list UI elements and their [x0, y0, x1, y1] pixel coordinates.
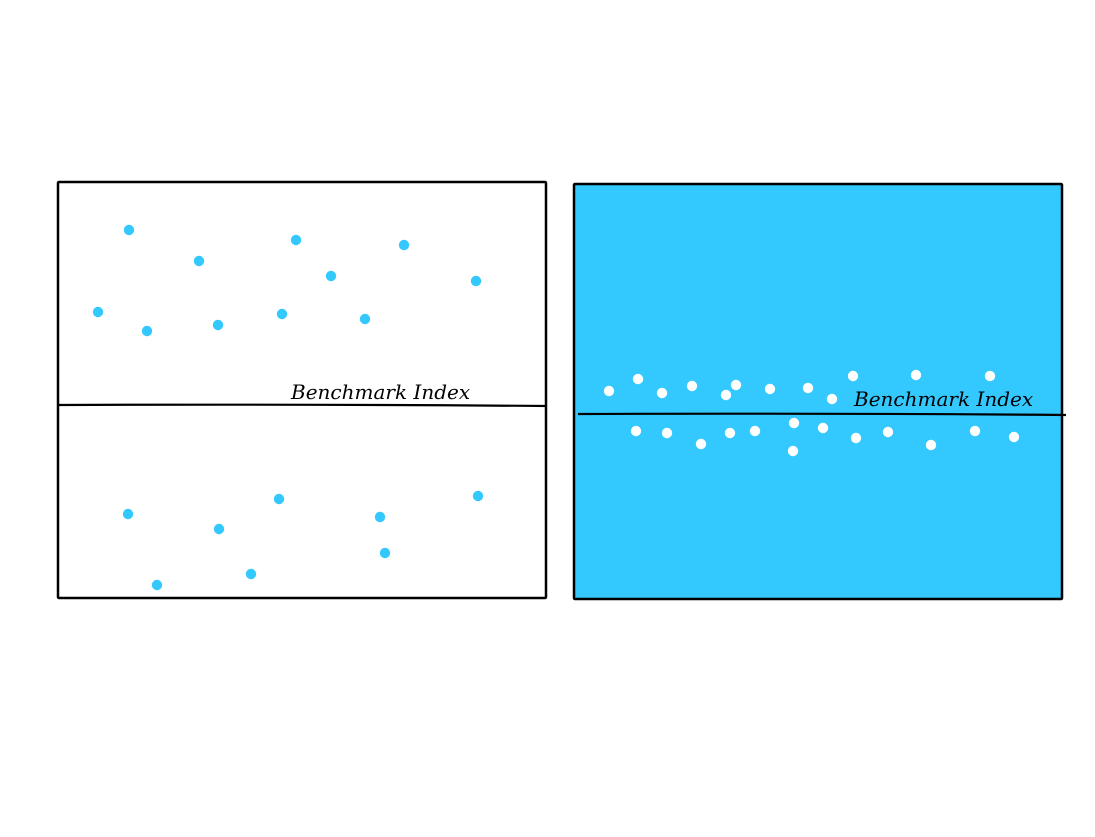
right-dot-4 [686, 380, 698, 392]
left-benchmark-label: Benchmark Index [290, 380, 470, 404]
right-dot-18 [788, 417, 800, 429]
left-dot-16 [472, 490, 484, 502]
right-dot-25 [1008, 431, 1020, 443]
right-dot-23 [925, 439, 937, 451]
left-dot-6 [470, 275, 482, 287]
right-dot-7 [764, 383, 776, 395]
right-dot-15 [695, 438, 707, 450]
right-dots [603, 369, 1020, 457]
left-dot-4 [398, 239, 410, 251]
left-dot-7 [92, 306, 104, 318]
right-dot-13 [630, 425, 642, 437]
right-dot-20 [787, 445, 799, 457]
right-benchmark-line [577, 412, 1067, 417]
right-dot-22 [882, 426, 894, 438]
right-dot-1 [603, 385, 615, 397]
left-dot-18 [245, 568, 257, 580]
left-dot-15 [374, 511, 386, 523]
left-dot-19 [151, 579, 163, 591]
left-panel-frame [56, 180, 548, 600]
left-dot-8 [141, 325, 153, 337]
right-dot-12 [984, 370, 996, 382]
left-dot-1 [123, 224, 135, 236]
right-dot-9 [826, 393, 838, 405]
left-dot-11 [359, 313, 371, 325]
right-dot-16 [724, 427, 736, 439]
left-dots [92, 224, 484, 591]
right-benchmark-label: Benchmark Index [853, 387, 1033, 411]
left-dot-9 [212, 319, 224, 331]
left-dot-13 [213, 523, 225, 535]
right-dot-19 [817, 422, 829, 434]
left-dot-5 [325, 270, 337, 282]
right-dot-10 [847, 370, 859, 382]
left-panel: Benchmark Index [56, 180, 548, 600]
right-dot-17 [749, 425, 761, 437]
left-dot-3 [290, 234, 302, 246]
left-benchmark-line [57, 403, 547, 408]
right-panel-frame [572, 182, 1064, 601]
right-dot-8 [802, 382, 814, 394]
right-dot-2 [632, 373, 644, 385]
right-dot-6 [730, 379, 742, 391]
right-dot-24 [969, 425, 981, 437]
left-dot-2 [193, 255, 205, 267]
left-dot-12 [122, 508, 134, 520]
right-dot-21 [850, 432, 862, 444]
left-dot-17 [379, 547, 391, 559]
left-dot-10 [276, 308, 288, 320]
right-dot-5 [720, 389, 732, 401]
right-dot-3 [656, 387, 668, 399]
left-dot-14 [273, 493, 285, 505]
right-dot-14 [661, 427, 673, 439]
right-panel: Benchmark Index [572, 182, 1067, 601]
right-dot-11 [910, 369, 922, 381]
